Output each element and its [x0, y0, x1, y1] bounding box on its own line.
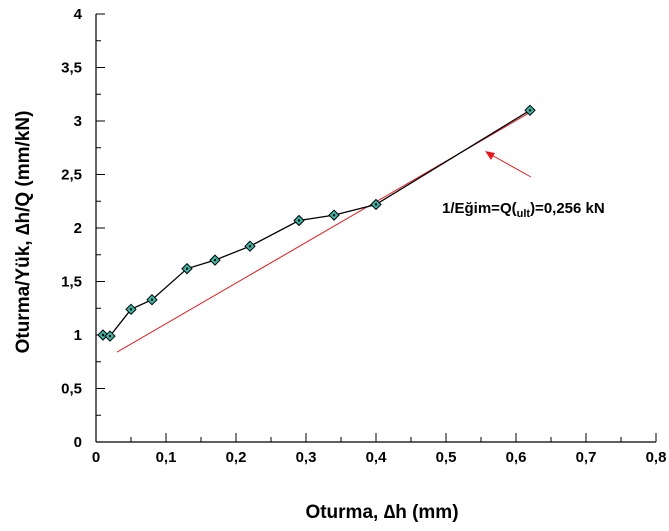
y-tick-label: 0	[74, 434, 82, 451]
y-axis-title: Oturma/Yük, ∆h/Q (mm/kN)	[13, 111, 34, 354]
data-point-center	[374, 203, 378, 206]
data-point-center	[248, 244, 252, 248]
data-point-center	[528, 109, 532, 112]
x-tick-labels: 0 0,1 0,2 0,3 0,4 0,5 0,6 0,7 0,8	[92, 449, 667, 466]
x-tick-label: 0,3	[296, 449, 317, 466]
x-tick-label: 0,2	[226, 449, 247, 466]
x-tick-label: 0,4	[366, 449, 388, 466]
series-line	[102, 109, 531, 337]
y-tick-label: 1	[74, 327, 82, 344]
x-tick-label: 0,8	[646, 449, 667, 466]
data-point-center	[101, 333, 105, 337]
y-tick-labels: 0 0,5 1 1,5 2 2,5 3 3,5 4	[61, 6, 83, 451]
y-tick-label: 3	[74, 113, 82, 130]
annotation-text: 1/Eğim=Q(ult)=0,256 kN	[442, 200, 605, 220]
x-tick-label: 0,5	[436, 449, 457, 466]
y-tick-label: 2	[74, 220, 82, 237]
x-axis-title: Oturma, ∆h (mm)	[305, 502, 458, 523]
data-point-center	[332, 213, 336, 217]
data-point-center	[297, 219, 301, 222]
annotation-group: 1/Eğim=Q(ult)=0,256 kN	[442, 151, 605, 220]
x-tick-label: 0,6	[506, 449, 527, 466]
x-tick-label: 0,1	[156, 449, 177, 466]
axes	[95, 14, 656, 443]
data-point-center	[185, 267, 189, 270]
x-tick-label: 0,7	[576, 449, 597, 466]
y-tick-label: 4	[74, 6, 83, 23]
y-tick-label: 3,5	[61, 60, 82, 77]
y-tick-label: 1,5	[61, 274, 82, 291]
tick-marks	[95, 13, 657, 443]
data-point-center	[108, 334, 112, 338]
data-point-center	[150, 298, 154, 301]
annotation-arrow	[487, 152, 532, 178]
data-point-center	[213, 258, 217, 262]
y-tick-label: 2,5	[61, 167, 82, 184]
y-tick-label: 0,5	[61, 381, 82, 398]
annotation-arrowhead	[485, 151, 495, 160]
x-tick-label: 0	[92, 449, 100, 466]
series-group	[97, 104, 536, 342]
data-point-center	[129, 308, 133, 311]
